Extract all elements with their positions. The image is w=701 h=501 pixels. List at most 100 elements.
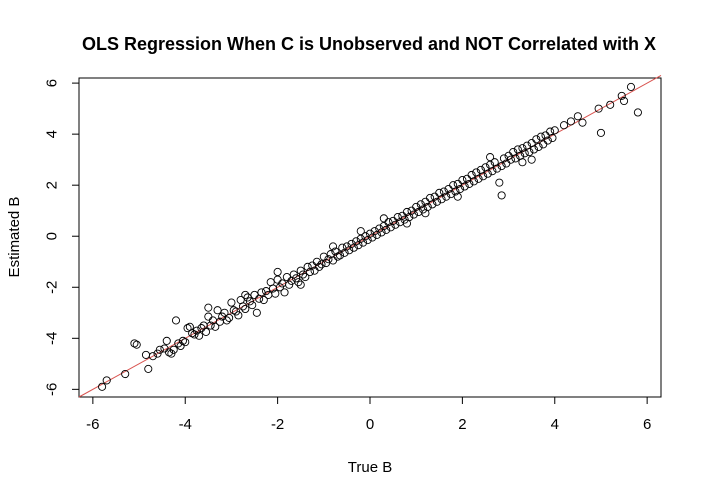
data-point	[439, 187, 448, 196]
data-point	[483, 169, 492, 178]
data-point	[391, 220, 400, 229]
y-axis-label: Estimated B	[6, 197, 23, 278]
data-point	[169, 345, 178, 354]
data-point	[280, 288, 289, 297]
data-point	[626, 82, 636, 91]
x-tick-label: -6	[86, 416, 99, 433]
data-point	[229, 306, 238, 315]
data-point	[536, 132, 545, 141]
data-point	[619, 96, 629, 106]
data-point	[271, 289, 280, 298]
data-point	[532, 135, 541, 144]
data-point	[451, 187, 460, 196]
data-point	[456, 184, 465, 194]
data-point	[474, 174, 483, 183]
data-point	[566, 117, 575, 126]
data-point	[402, 207, 412, 217]
data-point	[416, 200, 425, 209]
data-point	[578, 118, 587, 127]
data-point	[132, 340, 141, 349]
data-point	[165, 348, 174, 357]
data-point	[606, 100, 615, 109]
data-point	[442, 192, 451, 201]
data-point	[250, 290, 259, 299]
y-tick-label: 4	[44, 130, 61, 138]
data-point	[282, 273, 291, 282]
data-point	[492, 164, 502, 173]
data-point	[241, 304, 250, 314]
data-point	[596, 128, 606, 137]
data-point	[437, 195, 446, 204]
data-point	[148, 352, 157, 361]
data-point	[294, 278, 303, 287]
data-point	[465, 179, 474, 188]
data-point	[460, 182, 469, 191]
data-point	[241, 290, 250, 299]
data-point	[259, 295, 268, 305]
data-point	[432, 197, 442, 206]
data-point	[617, 91, 626, 100]
data-point	[141, 350, 151, 359]
y-tick-label: 2	[44, 181, 61, 189]
data-point	[312, 257, 321, 266]
x-tick-label: -2	[271, 416, 284, 433]
data-point	[527, 155, 536, 164]
data-point	[335, 251, 345, 260]
data-point	[181, 338, 190, 347]
data-point	[192, 326, 201, 335]
data-point	[402, 219, 412, 228]
data-point	[511, 154, 520, 163]
data-point	[171, 316, 181, 325]
data-point	[453, 192, 462, 201]
data-point	[495, 178, 504, 187]
data-point	[338, 243, 347, 252]
data-point	[211, 322, 220, 331]
data-point	[550, 126, 559, 135]
data-point	[183, 324, 192, 333]
data-point	[222, 316, 231, 325]
data-point	[225, 313, 234, 322]
data-point	[382, 225, 391, 234]
data-point	[506, 155, 515, 164]
data-point	[102, 376, 111, 385]
data-point	[488, 167, 497, 176]
data-point	[201, 327, 211, 336]
x-tick-label: 6	[643, 416, 651, 433]
data-point	[518, 144, 527, 153]
data-point	[188, 329, 197, 338]
data-point	[206, 321, 215, 330]
data-point	[497, 161, 506, 171]
data-point	[248, 301, 257, 310]
data-point	[594, 104, 603, 113]
data-point	[520, 149, 529, 158]
y-tick-label: -6	[44, 383, 61, 396]
data-point	[234, 311, 243, 320]
data-point	[412, 202, 421, 211]
data-point	[356, 227, 365, 236]
data-point	[298, 270, 308, 279]
data-point	[144, 364, 153, 373]
x-tick-label: -4	[179, 416, 192, 433]
data-point	[421, 209, 430, 218]
data-point	[559, 121, 569, 130]
data-point	[486, 153, 495, 162]
data-point	[227, 298, 236, 307]
data-point	[393, 213, 402, 222]
data-point	[446, 190, 455, 199]
data-point	[525, 147, 534, 157]
data-point	[178, 336, 187, 345]
data-point	[98, 382, 107, 391]
data-point	[121, 369, 130, 379]
data-point	[518, 158, 527, 167]
data-point	[469, 177, 478, 186]
data-point	[333, 252, 342, 261]
data-point	[633, 108, 642, 117]
x-tick-label: 0	[366, 416, 374, 433]
chart-title: OLS Regression When C is Unobserved and …	[82, 34, 656, 54]
data-point	[273, 275, 282, 284]
data-point	[162, 336, 171, 345]
data-point	[273, 267, 282, 277]
data-point	[317, 260, 326, 269]
